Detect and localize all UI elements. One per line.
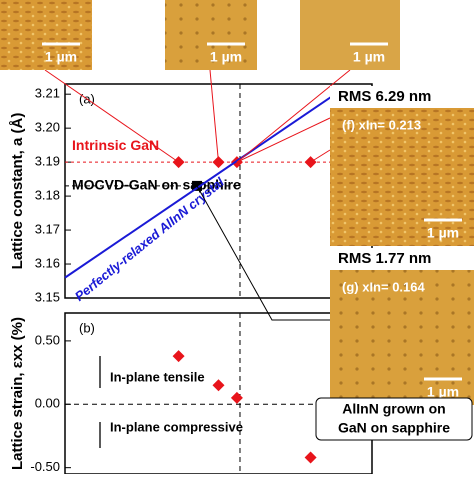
afm-image <box>0 0 92 70</box>
panel-label: (b) <box>79 320 95 335</box>
connector <box>44 69 179 163</box>
connector <box>196 185 330 321</box>
data-point <box>230 391 243 404</box>
afm-image <box>165 0 257 70</box>
scale-label: 1 µm <box>353 49 385 65</box>
connector <box>310 149 331 163</box>
connector <box>209 69 219 163</box>
y-axis-title: Lattice constant, a (Å) <box>9 113 26 270</box>
rms-bg <box>330 86 474 108</box>
afm-image <box>330 270 474 405</box>
callout-text: AlInN grown on <box>342 401 445 417</box>
data-point <box>172 350 185 363</box>
scale-label: 1 µm <box>210 49 242 65</box>
y-tick-label: 3.20 <box>35 120 60 135</box>
callout-text: GaN on sapphire <box>338 420 450 436</box>
data-point <box>304 451 317 464</box>
y-tick-label: 3.17 <box>35 222 60 237</box>
y-axis-title: Lattice strain, εxx (%) <box>9 317 26 470</box>
rms-label: RMS 6.29 nm <box>338 88 431 105</box>
relaxed-line <box>64 93 336 279</box>
y-tick-label: 3.19 <box>35 154 60 169</box>
afm-images: 1 µm 1 µm 1 µm 1 µm RMS 6.29 nm (f) xIn= 0.21… <box>0 0 474 441</box>
annotation: In-plane compressive <box>110 419 243 434</box>
y-tick-label: 3.16 <box>35 255 60 270</box>
sample-label: (f) xIn= 0.213 <box>342 117 421 132</box>
scale-label: 1 µm <box>427 384 459 400</box>
afm-image <box>330 108 474 246</box>
connector <box>236 117 331 163</box>
series-label: Intrinsic GaN <box>72 137 159 153</box>
y-tick-label: -0.50 <box>30 459 60 474</box>
y-tick-label: 3.15 <box>35 289 60 304</box>
afm-image <box>300 0 400 70</box>
scale-label: 1 µm <box>45 49 77 65</box>
scale-label: 1 µm <box>427 225 459 241</box>
y-tick-label: 0.50 <box>35 332 60 347</box>
sample-label: (g) xIn= 0.164 <box>342 279 425 294</box>
y-tick-label: 3.18 <box>35 188 60 203</box>
annotation: In-plane tensile <box>110 369 205 384</box>
y-tick-label: 0.00 <box>35 396 60 411</box>
plot-frame <box>64 312 373 475</box>
rms-bg <box>330 248 474 270</box>
y-tick-label: 3.21 <box>35 86 60 101</box>
connector <box>236 69 351 163</box>
series-label: Perfectly-relaxed AlInN crystal <box>72 174 227 304</box>
rms-label: RMS 1.77 nm <box>338 250 431 267</box>
data-point <box>212 379 225 392</box>
callout-box <box>315 397 473 441</box>
